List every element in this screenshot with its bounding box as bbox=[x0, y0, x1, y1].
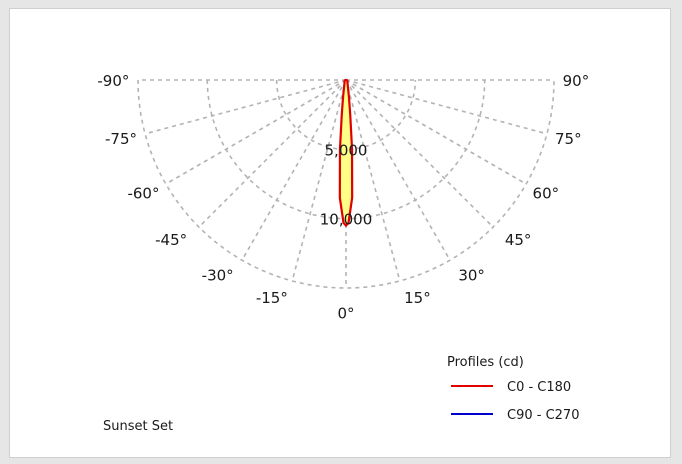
angle-tick-labels: -90° -75° -60° -45° -30° -15° 0° 15° 30° 45° 60° 75… bbox=[97, 72, 589, 323]
grid-spoke-11 bbox=[345, 79, 548, 135]
angle-tick-label-6: 0° bbox=[337, 305, 354, 323]
angle-tick-label-1: -75° bbox=[105, 130, 137, 148]
series-layer bbox=[338, 78, 354, 227]
angle-tick-label-0: -90° bbox=[97, 72, 129, 90]
angle-tick-label-11: 75° bbox=[555, 130, 582, 148]
luminaire-name: Sunset Set bbox=[103, 419, 173, 434]
polar-chart-frame: 5,000 10,000 -90° -75° -60° -45° -30° -15° 0° 15… bbox=[9, 8, 671, 458]
grid-spoke-2 bbox=[165, 79, 347, 185]
angle-tick-label-8: 30° bbox=[458, 267, 485, 285]
legend: Profiles (cd) C0 - C180 C90 - C270 bbox=[447, 355, 579, 423]
angle-tick-label-7: 15° bbox=[404, 289, 431, 307]
grid-spoke-1 bbox=[144, 79, 347, 135]
angle-tick-label-3: -45° bbox=[155, 231, 187, 249]
grid-spoke-3 bbox=[198, 79, 347, 228]
angle-tick-label-5: -15° bbox=[256, 289, 288, 307]
grid-spoke-7 bbox=[345, 79, 401, 282]
grid-spoke-10 bbox=[345, 79, 527, 185]
legend-label-c90-c270: C90 - C270 bbox=[507, 408, 579, 423]
legend-title: Profiles (cd) bbox=[447, 355, 524, 370]
polar-chart: 5,000 10,000 -90° -75° -60° -45° -30° -15° 0° 15… bbox=[97, 72, 589, 434]
series-curve-0 bbox=[338, 78, 354, 227]
radial-tick-label-1: 10,000 bbox=[320, 211, 373, 229]
grid-spoke-5 bbox=[291, 79, 347, 282]
grid-spoke-9 bbox=[345, 79, 494, 228]
grid-spoke-8 bbox=[345, 79, 451, 261]
radial-tick-labels: 5,000 10,000 bbox=[320, 141, 373, 228]
grid-ring-2 bbox=[137, 79, 555, 289]
radial-tick-label-0: 5,000 bbox=[325, 141, 368, 159]
angle-tick-label-4: -30° bbox=[202, 267, 234, 285]
angle-tick-label-12: 90° bbox=[563, 72, 590, 90]
angle-tick-label-2: -60° bbox=[127, 184, 159, 202]
angle-tick-label-9: 45° bbox=[505, 231, 532, 249]
grid-spoke-4 bbox=[241, 79, 347, 261]
grid-ring-0 bbox=[275, 79, 417, 150]
legend-label-c0-c180: C0 - C180 bbox=[507, 380, 571, 395]
angle-tick-label-10: 60° bbox=[533, 184, 560, 202]
